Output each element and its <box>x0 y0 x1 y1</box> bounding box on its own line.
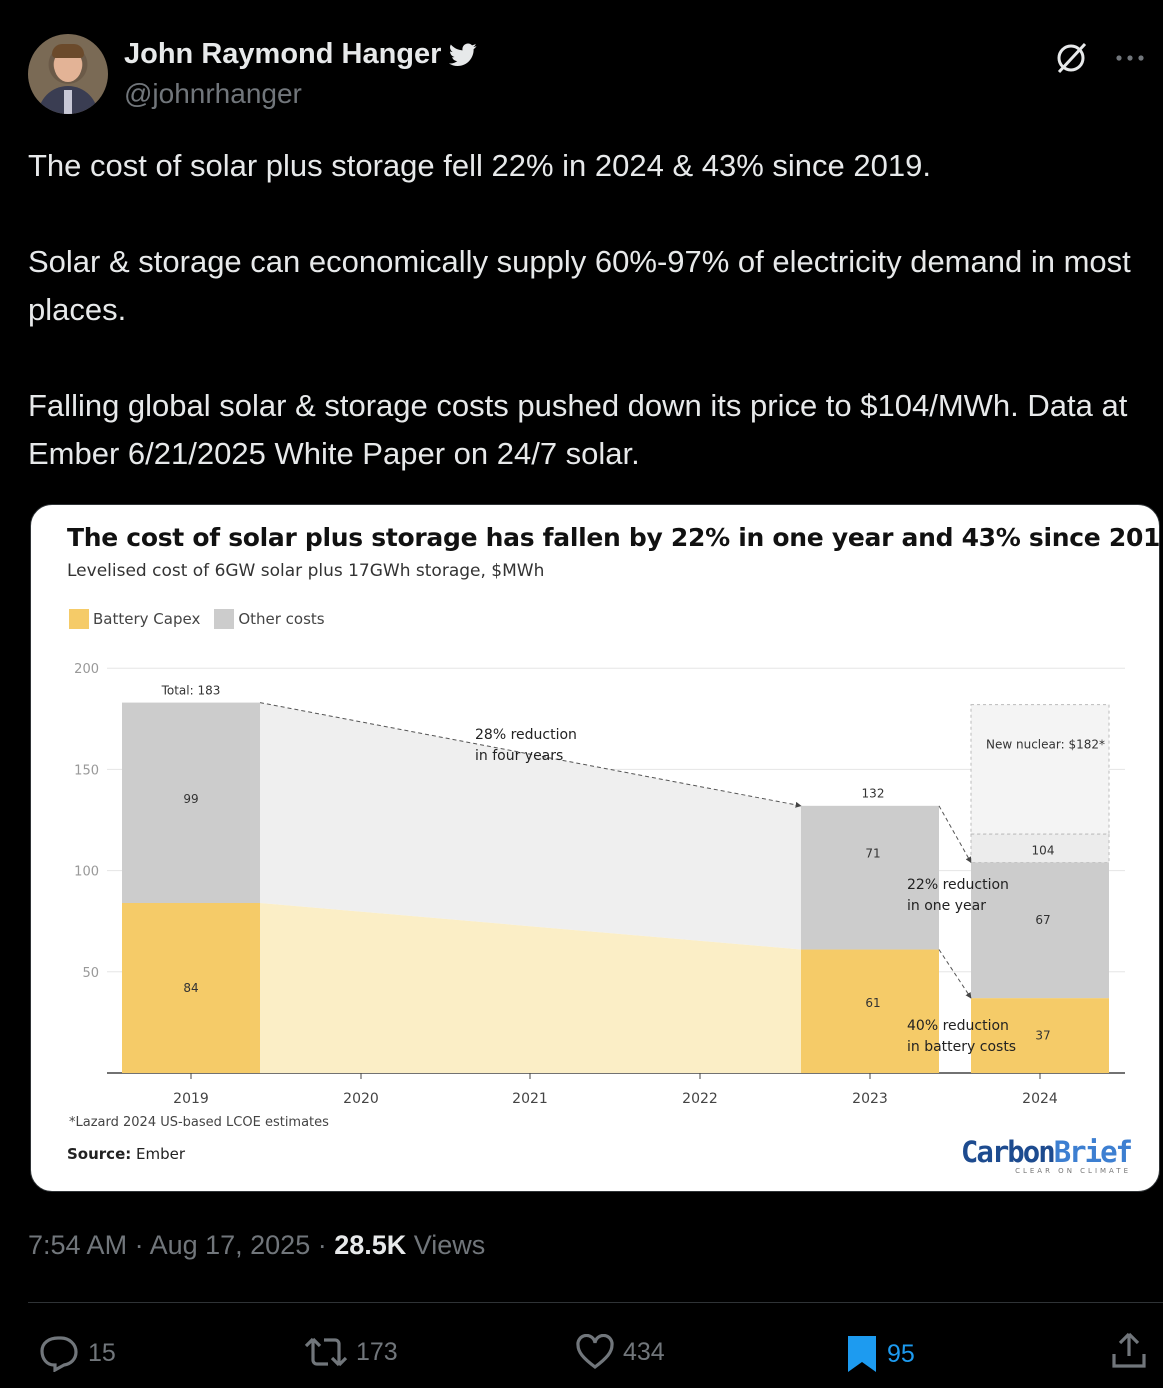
total-label-2019: Total: 183 <box>161 684 221 698</box>
coal-benchmark-box <box>970 833 1110 864</box>
author-name[interactable]: John Raymond Hanger <box>124 38 477 71</box>
views-count: 28.5K <box>334 1230 407 1260</box>
tweet-timestamp[interactable]: 7:54 AM · Aug 17, 2025 · <box>28 1230 335 1260</box>
logo-carbon: Carbon <box>960 1135 1056 1169</box>
bar-other-2023 <box>801 805 939 950</box>
y-tick-label: 100 <box>74 865 99 880</box>
bookmark-count: 95 <box>887 1339 915 1368</box>
like-button[interactable]: 434 <box>575 1334 665 1370</box>
bookmark-button[interactable]: 95 <box>845 1334 915 1374</box>
like-count: 434 <box>623 1337 665 1366</box>
total-label-2024: 104 <box>1032 843 1055 857</box>
annotation-four-years-line-2: in four years <box>475 748 563 764</box>
y-tick-label: 150 <box>74 763 99 778</box>
repost-count: 173 <box>356 1337 398 1366</box>
share-button[interactable] <box>1110 1330 1148 1370</box>
x-tick-label: 2020 <box>343 1091 379 1107</box>
logo-brief: Brief <box>1053 1135 1133 1169</box>
twitter-bird-icon <box>449 42 477 66</box>
repost-button[interactable]: 173 <box>304 1334 398 1370</box>
source-label: Source: <box>67 1145 132 1163</box>
legend-other-label: Other costs <box>238 610 325 628</box>
author-handle[interactable]: @johnrhanger <box>124 78 302 109</box>
battery-transition-area <box>260 902 801 1073</box>
chart-title: The cost of solar plus storage has falle… <box>67 523 1160 552</box>
divider <box>28 1302 1163 1303</box>
source-value: Ember <box>136 1145 186 1163</box>
tweet-actions: 15 173 434 95 <box>0 1326 1163 1376</box>
stacked-bar-chart: 50 100 150 200 2019 2020 2021 2022 2023 2024 New n… <box>74 662 1125 1107</box>
logo-tagline: CLEAR ON CLIMATE <box>1015 1167 1131 1175</box>
y-tick-label: 50 <box>82 966 99 981</box>
bookmark-icon <box>848 1336 876 1372</box>
chart-source: Source: Ember <box>67 1145 185 1163</box>
share-icon <box>1112 1332 1146 1368</box>
repost-icon <box>304 1337 348 1367</box>
annotation-four-years-line-1: 28% reduction <box>475 727 577 743</box>
x-tick-label: 2024 <box>1022 1091 1058 1107</box>
heart-icon <box>576 1334 614 1370</box>
views-label: Views <box>406 1230 486 1260</box>
total-label-2023: 132 <box>862 787 885 801</box>
value-label-other-2024: 67 <box>1035 913 1050 927</box>
legend-swatch-battery <box>69 609 89 629</box>
grok-icon[interactable] <box>1053 40 1089 76</box>
reply-button[interactable]: 15 <box>38 1334 116 1372</box>
x-tick-label: 2019 <box>173 1091 209 1107</box>
legend-battery-label: Battery Capex <box>93 610 201 628</box>
reply-count: 15 <box>88 1338 116 1367</box>
bar-battery-2019 <box>122 902 260 1073</box>
more-options-icon[interactable] <box>1115 53 1145 63</box>
chart-subtitle: Levelised cost of 6GW solar plus 17GWh s… <box>67 561 545 581</box>
tweet-meta: 7:54 AM · Aug 17, 2025 · 28.5K Views <box>28 1230 485 1261</box>
battery-trend-arrow <box>938 949 972 999</box>
annotation-battery-line-1: 40% reduction <box>907 1018 1009 1034</box>
value-label-other-2023: 71 <box>865 846 880 860</box>
four-year-trend-arrow <box>259 702 802 808</box>
author-name-text[interactable]: John Raymond Hanger <box>124 38 442 70</box>
chart-footnote: *Lazard 2024 US-based LCOE estimates <box>69 1115 329 1130</box>
annotation-battery-line-2: in battery costs <box>907 1039 1016 1055</box>
x-tick-label: 2022 <box>682 1091 718 1107</box>
nuclear-benchmark-label: New nuclear: $182* <box>986 738 1105 752</box>
nuclear-benchmark-box <box>970 704 1110 835</box>
annotation-one-year-line-2: in one year <box>907 898 986 914</box>
bar-other-2019 <box>122 702 260 903</box>
other-costs-transition-area <box>260 702 801 950</box>
y-tick-label: 200 <box>74 662 99 677</box>
bar-other-2024 <box>971 862 1109 999</box>
value-label-battery-2019: 84 <box>183 981 198 995</box>
legend-swatch-other <box>214 609 235 629</box>
chart-legend: Battery Capex Other costs <box>69 609 325 629</box>
chart-image-card[interactable]: 50 100 150 200 2019 2020 2021 2022 2023 2024 New n… <box>30 504 1160 1192</box>
value-label-other-2019: 99 <box>183 792 198 806</box>
x-tick-label: 2021 <box>512 1091 548 1107</box>
annotation-one-year-line-1: 22% reduction <box>907 877 1009 893</box>
x-tick-label: 2023 <box>852 1091 888 1107</box>
bar-battery-2024 <box>971 998 1109 1073</box>
bar-battery-2023 <box>801 949 939 1073</box>
value-label-battery-2024: 37 <box>1035 1029 1050 1043</box>
tweet-text: The cost of solar plus storage fell 22% … <box>28 148 1131 471</box>
value-label-battery-2023: 61 <box>865 996 880 1010</box>
one-year-trend-arrow <box>938 805 972 864</box>
carbonbrief-logo: CarbonBrief CLEAR ON CLIMATE <box>960 1135 1133 1175</box>
reply-icon <box>40 1336 78 1372</box>
avatar[interactable] <box>28 34 108 114</box>
